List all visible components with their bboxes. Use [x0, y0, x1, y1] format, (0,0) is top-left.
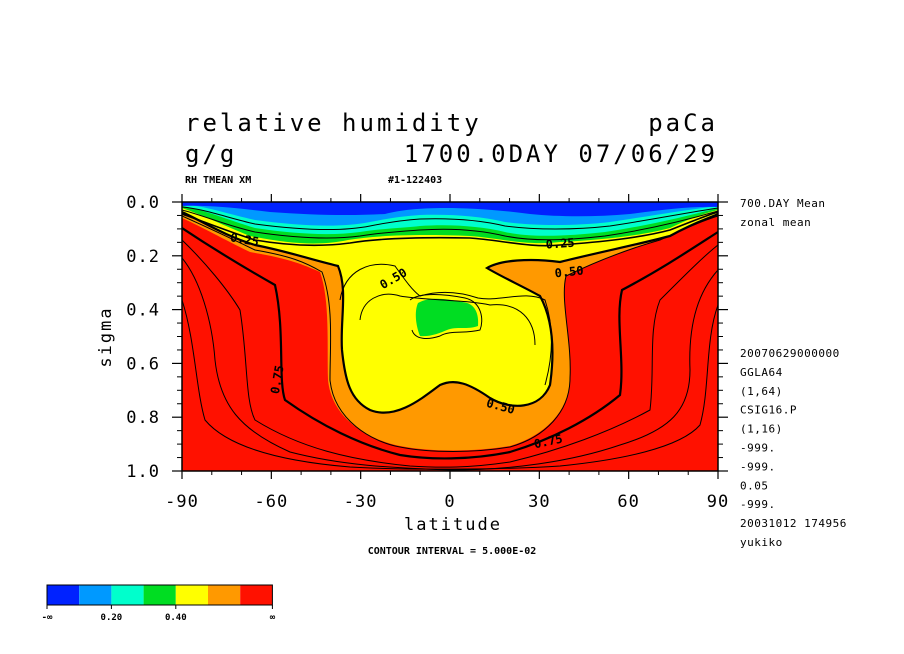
x-tick-label: -90 [165, 492, 199, 512]
x-tick-label: 60 [617, 492, 639, 512]
contour-label: 0.50 [554, 263, 584, 280]
side-info-line: -999. [740, 460, 776, 473]
x-tick-label: 90 [707, 492, 729, 512]
colorbar-tick-label: -∞ [42, 613, 53, 623]
colorbar-frame [46, 584, 273, 606]
contour-label: 0.25 [229, 230, 260, 249]
colorbar-swatch [79, 585, 112, 605]
contour-label: 0.25 [545, 236, 575, 252]
contour-lines [182, 206, 718, 471]
colorbar-swatch [143, 585, 176, 605]
x-axis-label: latitude [404, 515, 502, 535]
colorbar-swatch [240, 585, 273, 605]
colorbar-swatch [175, 585, 208, 605]
side-info-line: (1,16) [740, 423, 783, 436]
colorbar-swatch [111, 585, 144, 605]
plot-area: 0.25 0.250.50 0.500.750.500.75 -90 -60 -30 0 3… [96, 193, 729, 535]
x-axis: -90 -60 -30 0 30 60 90 [165, 194, 729, 512]
side-info-line: CSIG16.P [740, 404, 797, 417]
y-tick-label: 0.2 [126, 247, 160, 267]
fill-blue [182, 202, 718, 217]
colorbar-swatch [47, 585, 80, 605]
contour-line [182, 210, 718, 414]
contour-line [182, 239, 718, 468]
contour-label: 0.75 [268, 364, 287, 395]
x-tick-label: 30 [528, 492, 550, 512]
units-label: g/g [185, 140, 237, 168]
side-info-line: 0.05 [740, 479, 769, 492]
contour-line [182, 206, 718, 231]
y-axis-label: sigma [96, 306, 116, 367]
time-label: 1700.0DAY 07/06/29 [404, 140, 718, 168]
colorbar: -∞ 0.20 0.40 ∞ [42, 584, 276, 623]
y-tick-label: 0.0 [126, 193, 160, 213]
colorbar-tick-label: ∞ [270, 613, 276, 623]
colorbar-tick-label: 0.40 [165, 613, 187, 623]
colorbar-tick-label: 0.20 [101, 613, 123, 623]
run-id: #1-122403 [388, 175, 442, 186]
y-tick-label: 1.0 [126, 462, 160, 482]
side-info-line: GGLA64 [740, 366, 783, 379]
contour-line [182, 209, 718, 241]
y-tick-label: 0.6 [126, 354, 160, 374]
contour-line [359, 293, 536, 346]
fill-green-center [415, 298, 479, 337]
experiment-name: paCa [648, 109, 718, 137]
side-info-line: 20031012 174956 [740, 517, 847, 530]
side-info-line: 20070629000000 [740, 347, 840, 360]
y-tick-label: 0.8 [126, 408, 160, 428]
side-info-line: (1,64) [740, 385, 783, 398]
contour-line [182, 227, 718, 460]
contour-label: 0.75 [533, 432, 564, 452]
contour-interval-label: CONTOUR INTERVAL = 5.000E-02 [368, 546, 537, 557]
contour-line [182, 215, 718, 452]
side-info-line: 700.DAY Mean [740, 197, 825, 210]
contour-line [409, 294, 483, 339]
contour-line [339, 263, 552, 386]
contour-line [182, 257, 718, 471]
contour-line [182, 299, 718, 470]
y-tick-label: 0.4 [126, 301, 160, 321]
colorbar-swatch [208, 585, 241, 605]
side-info-line: yukiko [740, 536, 783, 549]
side-info-line: -999. [740, 442, 776, 455]
x-tick-label: -60 [254, 492, 288, 512]
y-axis: 0.0 0.2 0.4 0.6 0.8 1.0 [126, 193, 728, 482]
variable-code: RH TMEAN XM [185, 175, 251, 186]
side-info-line: zonal mean [740, 216, 811, 229]
x-tick-label: 0 [444, 492, 455, 512]
side-info: 700.DAY Mean zonal mean 20070629000000 GGLA… [740, 197, 847, 549]
chart-title: relative humidity [185, 109, 482, 137]
x-tick-label: -30 [344, 492, 378, 512]
contour-line [182, 211, 718, 247]
side-info-line: -999. [740, 498, 776, 511]
